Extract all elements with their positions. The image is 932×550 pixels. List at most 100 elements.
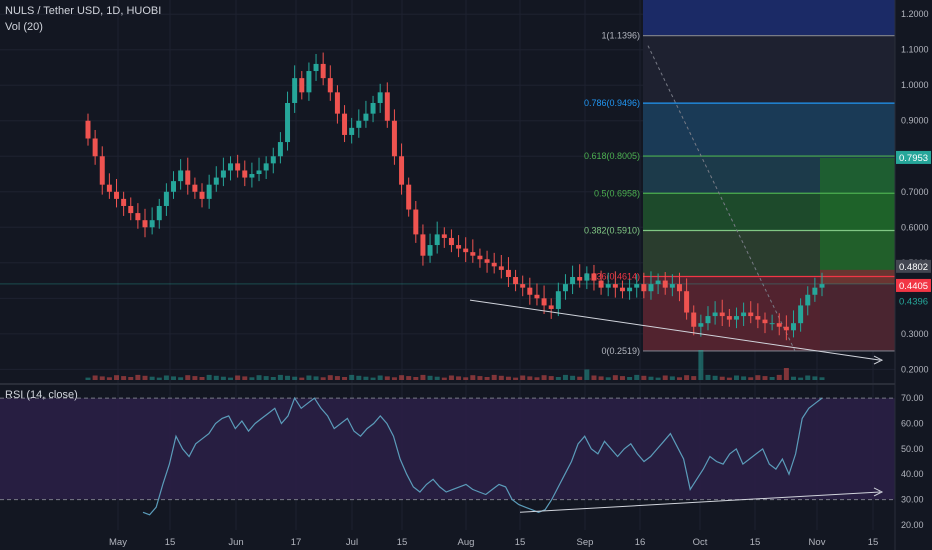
candle-body — [135, 213, 141, 221]
volume-bar — [121, 376, 127, 380]
candle-body — [741, 312, 747, 317]
fib-level-label: 0.786(0.9496) — [584, 98, 640, 108]
candle-body — [791, 323, 796, 331]
candle-body — [641, 284, 647, 292]
fib-level-label: 1(1.1396) — [601, 31, 640, 41]
rsi-indicator-label[interactable]: RSI (14, close) — [5, 389, 78, 401]
fib-level-label: 0.618(0.8005) — [584, 151, 640, 161]
candle-body — [349, 127, 355, 135]
candle-body — [691, 312, 697, 327]
support-trend-line — [469, 299, 881, 361]
volume-bar — [555, 377, 561, 380]
volume-bar — [605, 377, 611, 380]
candle-body — [213, 177, 219, 185]
candle-body — [370, 102, 376, 114]
candle-body — [235, 163, 241, 171]
candle-body — [121, 198, 127, 206]
symbol-title[interactable]: NULS / Tether USD, 1D, HUOBI — [5, 5, 162, 17]
volume-bar — [306, 375, 312, 380]
candle-body — [106, 184, 112, 192]
volume-bar — [178, 377, 184, 380]
price-axis-tick: 0.3000 — [901, 329, 929, 339]
volume-bar — [541, 375, 547, 380]
candle-body — [391, 120, 397, 157]
rsi-axis-tick: 20.00 — [901, 520, 924, 530]
volume-bar — [577, 376, 583, 380]
price-tag — [896, 259, 931, 273]
volume-bar — [748, 377, 754, 380]
candle-body — [342, 113, 348, 135]
volume-bar — [406, 376, 412, 380]
volume-bar — [356, 375, 362, 380]
x-axis-tick: 15 — [868, 537, 879, 548]
candle-body — [634, 284, 640, 288]
candle-body — [527, 287, 533, 295]
volume-bar — [128, 377, 134, 380]
candle-body — [285, 102, 291, 143]
candle-body — [142, 220, 148, 228]
rsi-trend-arrow — [873, 487, 884, 497]
candle-body — [676, 284, 682, 292]
volume-bar — [562, 374, 568, 380]
candle-body — [484, 259, 490, 263]
volume-bar — [349, 374, 355, 380]
volume-bar — [320, 377, 326, 380]
price-axis-tick: 1.2000 — [901, 9, 929, 19]
candle-body — [755, 316, 761, 320]
rsi-line — [142, 396, 823, 516]
price-tag — [896, 294, 931, 308]
candle-body — [577, 277, 583, 281]
candle-body — [562, 284, 568, 292]
volume-bar — [192, 376, 198, 380]
volume-bar — [698, 350, 704, 380]
candle-body — [733, 316, 739, 320]
volume-bar — [534, 377, 540, 380]
candle-body — [498, 266, 504, 270]
candle-body — [648, 284, 654, 292]
candle-body — [299, 78, 305, 93]
volume-bar — [99, 376, 105, 380]
volume-bar — [691, 376, 697, 380]
volume-bar — [413, 377, 419, 380]
candle-body — [470, 252, 476, 256]
volume-bar — [256, 375, 262, 380]
candle-body — [584, 273, 590, 281]
fib-trend-line — [647, 45, 796, 352]
volume-bar — [263, 376, 269, 380]
candle-body — [491, 262, 497, 267]
volume-bar — [719, 376, 725, 380]
x-axis-tick: 16 — [635, 537, 646, 548]
price-tag-label: 0.4396 — [899, 296, 928, 307]
candle-body — [819, 284, 825, 288]
volume-bar — [505, 376, 511, 380]
candle-body — [520, 284, 526, 288]
fib-zone — [643, 35, 895, 104]
candle-body — [384, 92, 390, 121]
candle-body — [548, 305, 554, 309]
candle-body — [163, 191, 169, 206]
volume-bar — [470, 375, 476, 380]
x-axis-tick: Aug — [458, 537, 475, 548]
volume-bar — [448, 375, 454, 380]
volume-bar — [491, 374, 497, 380]
volume-indicator-label[interactable]: Vol (20) — [5, 21, 43, 33]
candle-body — [505, 269, 511, 278]
volume-bar — [313, 376, 319, 380]
volume-bar — [705, 374, 711, 380]
candle-body — [712, 312, 718, 317]
candle-body — [698, 323, 704, 327]
candle-body — [242, 170, 248, 178]
fib-level-label: 0.5(0.6958) — [594, 188, 640, 198]
long-position-profit-zone — [820, 157, 895, 284]
candle-body — [598, 280, 604, 288]
volume-bar — [498, 375, 504, 380]
volume-bar — [520, 375, 526, 380]
volume-bar — [733, 375, 739, 380]
candle-body — [277, 142, 283, 157]
candle-body — [413, 209, 419, 235]
candle-body — [249, 174, 255, 178]
volume-bar — [619, 376, 625, 380]
volume-bar — [684, 375, 690, 380]
volume-bar — [648, 376, 654, 380]
fib-level-label: 0.236(0.4614) — [584, 272, 640, 282]
